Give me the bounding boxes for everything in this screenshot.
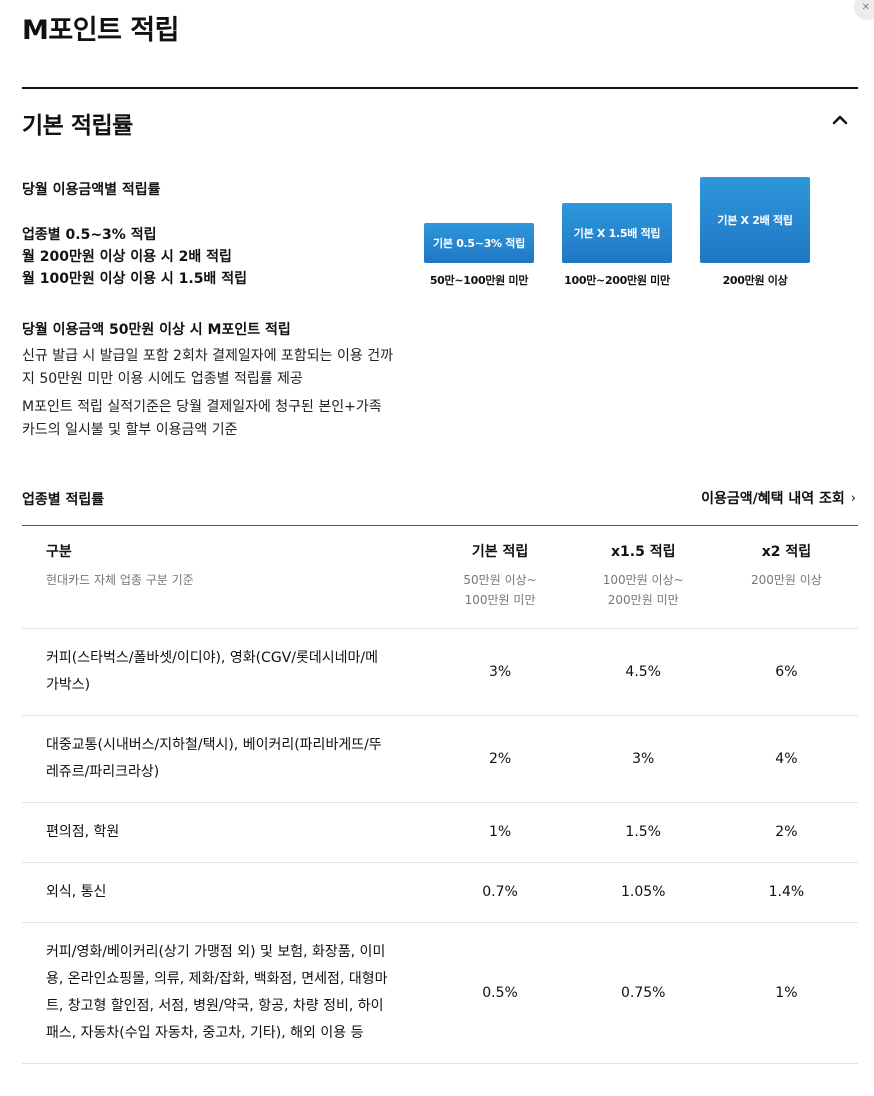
row-category: 커피(스타벅스/폴바셋/이디야), 영화(CGV/롯데시네마/메가박스) bbox=[22, 628, 429, 716]
chevron-up-icon[interactable] bbox=[828, 108, 852, 132]
header-2x: x2 적립 200만원 이상 bbox=[714, 526, 858, 629]
info-heading: 당월 이용금액별 적립률 bbox=[22, 182, 161, 198]
rates-table: 구분 현대카드 자체 업종 구분 기준 기본 적립 50만원 이상~ 100만원 … bbox=[22, 526, 858, 1064]
title-divider bbox=[22, 87, 858, 89]
header-category-sub: 현대카드 자체 업종 구분 기준 bbox=[46, 573, 194, 587]
rate-value: 3% bbox=[428, 628, 572, 716]
rate-value: 3% bbox=[571, 715, 715, 803]
table-header-row: 구분 현대카드 자체 업종 구분 기준 기본 적립 50만원 이상~ 100만원 … bbox=[22, 526, 858, 629]
rates-title: 업종별 적립률 bbox=[22, 492, 105, 508]
row-category: 대중교통(시내버스/지하철/택시), 베이커리(파리바게뜨/뚜레쥬르/파리크라상… bbox=[22, 715, 429, 803]
chevron-right-icon: › bbox=[850, 490, 856, 506]
usage-history-link-label: 이용금액/혜택 내역 조회 bbox=[701, 491, 845, 507]
table-row: 커피(스타벅스/폴바셋/이디야), 영화(CGV/롯데시네마/메가박스) 3% … bbox=[22, 628, 858, 716]
table-top-rule bbox=[22, 525, 858, 526]
table-row: 대중교통(시내버스/지하철/택시), 베이커리(파리바게뜨/뚜레쥬르/파리크라상… bbox=[22, 715, 858, 803]
section-title: 기본 적립률 bbox=[22, 113, 133, 139]
tier-line: 업종별 0.5~3% 적립 bbox=[22, 227, 157, 243]
rate-value: 2% bbox=[714, 802, 858, 863]
header-1-5x: x1.5 적립 100만원 이상~ 200만원 미만 bbox=[571, 526, 715, 629]
tier-bar-caption: 50만~100만원 미만 bbox=[429, 274, 529, 287]
header-category: 구분 현대카드 자체 업종 구분 기준 bbox=[22, 526, 429, 629]
close-icon[interactable]: ✕ bbox=[854, 0, 874, 20]
table-row: 외식, 통신 0.7% 1.05% 1.4% bbox=[22, 862, 858, 923]
rate-value: 1% bbox=[714, 922, 858, 1064]
usage-history-link[interactable]: 이용금액/혜택 내역 조회 › bbox=[701, 488, 856, 508]
rate-value: 1.5% bbox=[571, 802, 715, 863]
row-category: 커피/영화/베이커리(상기 가맹점 외) 및 보험, 화장품, 이미용, 온라인… bbox=[22, 922, 429, 1064]
rate-value: 0.75% bbox=[571, 922, 715, 1064]
tier-bar-1-5x: 기본 X 1.5배 적립 bbox=[562, 203, 672, 263]
criteria-note: M포인트 적립 실적기준은 당월 결제일자에 청구된 본인+가족카드의 일시불 … bbox=[22, 399, 382, 438]
rate-value: 1% bbox=[428, 802, 572, 863]
row-category: 편의점, 학원 bbox=[22, 802, 429, 863]
rate-value: 1.4% bbox=[714, 862, 858, 923]
rate-value: 0.7% bbox=[428, 862, 572, 923]
new-card-note: 신규 발급 시 발급일 포함 2회차 결제일자에 포함되는 이용 건까지 50만… bbox=[22, 348, 393, 387]
rate-value: 6% bbox=[714, 628, 858, 716]
header-col-label: x1.5 적립 bbox=[610, 544, 676, 560]
table-row: 커피/영화/베이커리(상기 가맹점 외) 및 보험, 화장품, 이미용, 온라인… bbox=[22, 922, 858, 1064]
tier-line: 월 100만원 이상 이용 시 1.5배 적립 bbox=[22, 271, 247, 287]
header-col-sub: 100만원 이상~ 200만원 미만 bbox=[602, 573, 684, 607]
row-category: 외식, 통신 bbox=[22, 862, 429, 923]
tier-list: 업종별 0.5~3% 적립 월 200만원 이상 이용 시 2배 적립 월 10… bbox=[22, 224, 247, 290]
page-title: M포인트 적립 bbox=[22, 15, 179, 46]
rate-value: 4% bbox=[714, 715, 858, 803]
tier-bar-base: 기본 0.5~3% 적립 bbox=[424, 223, 534, 263]
table-row: 편의점, 학원 1% 1.5% 2% bbox=[22, 802, 858, 863]
tier-bar-caption: 100만~200만원 미만 bbox=[564, 274, 670, 287]
header-col-label: 기본 적립 bbox=[471, 544, 529, 560]
header-base: 기본 적립 50만원 이상~ 100만원 미만 bbox=[428, 526, 572, 629]
rate-value: 0.5% bbox=[428, 922, 572, 1064]
rate-value: 4.5% bbox=[571, 628, 715, 716]
header-col-sub: 200만원 이상 bbox=[750, 573, 822, 587]
header-col-label: x2 적립 bbox=[761, 544, 812, 560]
rate-value: 1.05% bbox=[571, 862, 715, 923]
header-category-label: 구분 bbox=[46, 544, 72, 560]
tier-bar-2x: 기본 X 2배 적립 bbox=[700, 177, 810, 263]
tier-line: 월 200만원 이상 이용 시 2배 적립 bbox=[22, 249, 232, 265]
min-spend-heading: 당월 이용금액 50만원 이상 시 M포인트 적립 bbox=[22, 322, 291, 338]
tier-bar-caption: 200만원 이상 bbox=[722, 274, 788, 287]
rate-value: 2% bbox=[428, 715, 572, 803]
header-col-sub: 50만원 이상~ 100만원 미만 bbox=[463, 573, 537, 607]
